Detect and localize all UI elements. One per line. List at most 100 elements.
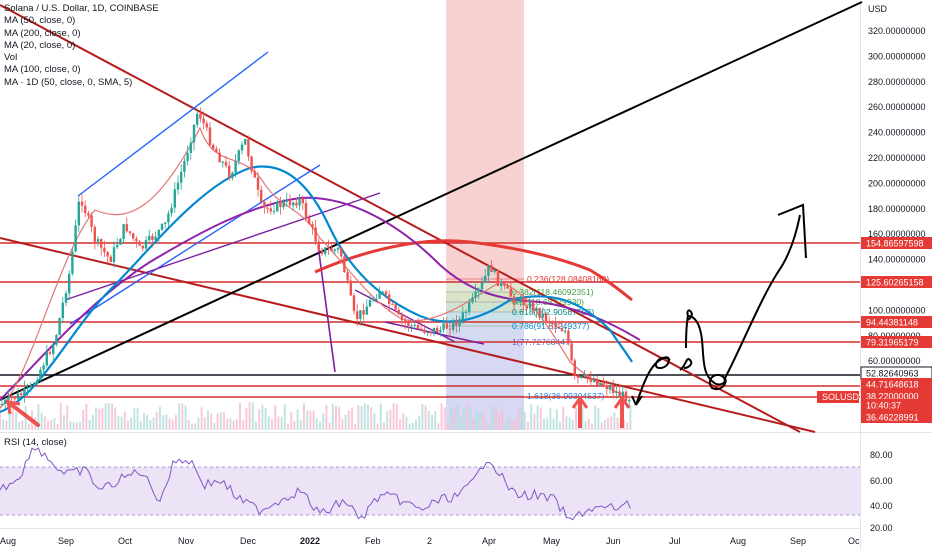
volume-bar: [101, 407, 104, 430]
candle-body: [90, 215, 93, 227]
volume-bar: [530, 404, 533, 430]
candle-body: [173, 189, 176, 208]
price-candles: [0, 107, 631, 408]
candle-body: [132, 233, 135, 239]
time-tick: Aug: [730, 536, 746, 546]
candle-body: [144, 240, 148, 249]
candle-body: [461, 312, 464, 320]
candle-body: [292, 202, 295, 206]
candle-body: [516, 302, 519, 304]
candle-body: [212, 144, 215, 149]
candle-body: [266, 207, 269, 209]
price-tick: 80.00000000: [868, 331, 921, 341]
rsi-legend[interactable]: RSI (14, close): [4, 437, 67, 448]
volume-bar: [411, 422, 414, 430]
trendline-rising-black[interactable]: [0, 1, 863, 401]
indicator-ma-1d[interactable]: MA · 1D (50, close, 0, SMA, 5): [4, 76, 133, 88]
candle-body: [432, 327, 436, 333]
volume-bar: [315, 418, 318, 430]
volume-bar: [152, 417, 155, 430]
candle-body: [573, 360, 576, 376]
candle-body: [231, 172, 234, 178]
trendline-descending-upper[interactable]: [0, 4, 801, 433]
candle-body: [378, 292, 381, 299]
volume-bar: [319, 421, 321, 430]
candle-body: [196, 113, 199, 125]
channel-purple-2[interactable]: [317, 244, 336, 373]
volume-bar: [447, 423, 449, 430]
volume-bar: [95, 407, 97, 430]
volume-bar: [165, 414, 168, 430]
volume-bar: [50, 420, 53, 430]
price-tick: 220.00000000: [868, 153, 926, 163]
candle-body: [618, 391, 621, 397]
volume-bar: [194, 423, 197, 430]
candle-body: [77, 201, 80, 226]
volume-bar: [527, 421, 529, 430]
volume-bar: [501, 410, 504, 430]
candle-body: [391, 304, 394, 306]
volume-bar: [82, 409, 85, 430]
volume-bar: [85, 403, 88, 430]
candle-body: [410, 325, 413, 327]
candle-body: [151, 235, 154, 240]
volume-bar: [456, 404, 459, 430]
fib-level-label: 0.618(102.90567508): [512, 307, 594, 317]
volume-bar: [581, 405, 584, 430]
indicator-ma200[interactable]: MA (200, close, 0): [4, 27, 81, 39]
channel-purple-3[interactable]: [384, 321, 485, 345]
volume-bar: [405, 416, 408, 430]
candle-body: [551, 322, 554, 324]
volume-bar: [504, 422, 507, 430]
candle-body: [429, 332, 432, 334]
candle-body: [388, 294, 391, 305]
volume-bar: [434, 411, 437, 430]
time-axis[interactable]: Aug Sep Oct Nov Dec 2022 Feb 2 Apr May Jun Jul Aug Se…: [0, 536, 860, 546]
time-tick: Sep: [58, 536, 74, 546]
annotations[interactable]: [6, 203, 807, 428]
volume-bar: [520, 406, 523, 430]
volume-bar: [491, 406, 494, 430]
candle-body: [160, 223, 164, 230]
volume-bar: [223, 412, 225, 430]
candle-body: [186, 152, 189, 162]
volume-bar: [219, 412, 222, 430]
candle-body: [365, 306, 368, 315]
price-tick: 180.00000000: [868, 204, 926, 214]
volume-bar: [53, 418, 56, 430]
rsi-axis: 80.00 60.00 40.00 20.00: [870, 450, 893, 533]
handdrawn-forecast[interactable]: [635, 214, 801, 406]
channel-blue-2[interactable]: [69, 164, 321, 325]
channel-blue-1[interactable]: [77, 51, 269, 197]
volume-bar: [111, 403, 113, 430]
volume-bar: [79, 421, 81, 430]
candle-body: [122, 224, 125, 240]
indicator-vol[interactable]: Vol: [4, 52, 18, 64]
candle-body: [96, 239, 100, 242]
symbol-title[interactable]: Solana / U.S. Dollar, 1D, COINBASE: [4, 3, 159, 14]
price-label: 79.31965179: [866, 338, 919, 348]
candle-body: [119, 239, 122, 245]
indicator-ma50[interactable]: MA (50, close, 0): [4, 15, 76, 27]
price-pane[interactable]: [0, 0, 860, 432]
price-axis[interactable]: USD 320.00000000 300.00000000 280.00000000 2…: [817, 4, 932, 423]
indicator-ma20[interactable]: MA (20, close, 0): [4, 39, 76, 51]
horizontal-levels[interactable]: [0, 242, 860, 398]
volume-bar: [303, 403, 305, 430]
fib-level-label: 0.382(118.46092351): [512, 287, 594, 297]
volume-bar: [536, 405, 539, 430]
volume-bar: [325, 404, 328, 430]
volume-bar: [66, 404, 69, 430]
indicator-ma100[interactable]: MA (100, close, 0): [4, 64, 81, 76]
fib-level-label: 0.786(91.83249377): [512, 321, 590, 331]
candle-body: [490, 265, 493, 272]
rsi-band: [0, 467, 860, 515]
chart-legend[interactable]: Solana / U.S. Dollar, 1D, COINBASE MA (5…: [4, 3, 159, 89]
volume-bar: [607, 417, 609, 430]
arrow-pink-1[interactable]: [6, 400, 40, 427]
candle-body: [471, 297, 474, 303]
candle-body: [621, 391, 624, 397]
candle-body: [528, 301, 532, 309]
candle-body: [320, 250, 324, 254]
